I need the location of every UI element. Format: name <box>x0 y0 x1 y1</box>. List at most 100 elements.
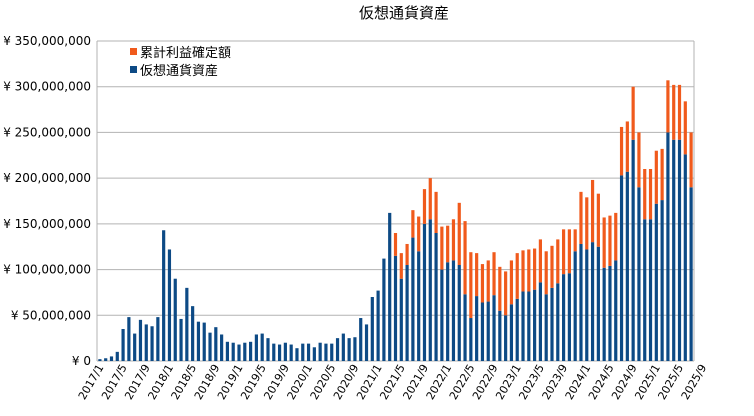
bar-segment <box>191 306 195 361</box>
bar-segment <box>579 191 583 244</box>
bar-segment <box>643 219 647 361</box>
bar-segment <box>504 271 508 316</box>
bar-segment <box>677 139 682 361</box>
bar-segment <box>509 304 514 361</box>
bar-segment <box>619 175 624 361</box>
bar-segment <box>295 348 299 361</box>
bar-segment <box>585 197 589 250</box>
y-tick-label: ¥ 300,000,000 <box>3 80 91 94</box>
bar-segment <box>451 260 456 361</box>
bar-segment <box>457 202 461 265</box>
bar-segment <box>561 229 566 275</box>
bar-segment <box>301 343 305 361</box>
bar-segment <box>202 322 206 361</box>
y-axis-ticks: ¥ 0 ¥ 50,000,000 ¥ 100,000,000 ¥ 150,000,00… <box>3 34 91 368</box>
bar-segment <box>347 338 351 361</box>
bar-segment <box>434 191 438 233</box>
bar-segment <box>672 84 676 140</box>
bar-segment <box>451 219 456 261</box>
bar-segment <box>399 278 403 361</box>
bar-segment <box>283 342 287 361</box>
bar-segment <box>480 302 485 361</box>
bar-segment <box>567 273 571 361</box>
bar-segment <box>121 329 125 361</box>
bar-segment <box>590 179 595 243</box>
bar-segment <box>254 334 258 361</box>
bar-segment <box>324 343 328 361</box>
bar-segment <box>399 253 403 279</box>
bar-segment <box>538 282 542 361</box>
bar-segment <box>370 297 374 361</box>
bar-segment <box>318 342 322 361</box>
bar-segment <box>475 296 479 361</box>
bar-segment <box>138 319 143 361</box>
bar-segment <box>556 283 560 361</box>
bar-segment <box>614 212 618 261</box>
bar-segment <box>364 324 369 361</box>
bar-segment <box>573 229 577 252</box>
bar-segment <box>637 187 641 361</box>
bar-segment <box>231 342 235 361</box>
bar-segment <box>446 262 450 361</box>
bar-segment <box>666 80 670 133</box>
y-tick-label: ¥ 0 <box>72 354 91 368</box>
bar-segment <box>596 246 600 361</box>
bar-segment <box>486 301 490 361</box>
bar-segment <box>608 215 612 266</box>
bar-segment <box>405 265 409 361</box>
bar-segment <box>602 267 606 361</box>
bar-segment <box>504 315 508 361</box>
bar-segment <box>144 324 148 361</box>
bar-segment <box>625 121 629 172</box>
bar-segment <box>608 265 612 361</box>
bar-segment <box>561 274 566 361</box>
bar-segment <box>480 264 485 303</box>
bar-segment <box>579 243 583 361</box>
bar-segment <box>306 343 311 361</box>
bar-segment <box>660 148 664 201</box>
bar-segment <box>614 260 618 361</box>
bar-segment <box>411 210 415 238</box>
bar-segment <box>492 295 496 361</box>
bar-segment <box>104 358 108 361</box>
bar-segment <box>672 139 676 361</box>
bar-segment <box>475 253 479 297</box>
bar-segment <box>173 278 177 361</box>
bar-segment <box>550 245 554 288</box>
bar-segment <box>567 229 571 274</box>
bar-segment <box>602 217 606 268</box>
bar-segment <box>469 252 473 319</box>
bar-segment <box>382 258 386 361</box>
bar-segment <box>683 101 687 155</box>
legend-label-profit: 累計利益確定額 <box>140 45 231 61</box>
bar-segment <box>446 225 450 263</box>
bar-segment <box>509 260 514 305</box>
bar-segment <box>359 318 363 361</box>
bar-segment <box>115 351 119 361</box>
bar-segment <box>277 344 282 361</box>
bar-segment <box>689 132 693 188</box>
bar-segment <box>515 253 519 299</box>
legend: 累計利益確定額 仮想通貨資産 <box>130 45 231 79</box>
bar-segment <box>469 318 473 361</box>
bar-segment <box>393 233 398 256</box>
bar-segment <box>440 269 444 361</box>
bar-segment <box>330 343 334 361</box>
bar-segment <box>422 189 427 224</box>
gridlines <box>96 40 695 362</box>
bar-segment <box>666 132 670 361</box>
bar-segment <box>98 359 102 361</box>
bar-segment <box>533 248 537 290</box>
bar-segment <box>237 344 241 361</box>
bar-segment <box>243 342 247 361</box>
bar-segment <box>556 239 560 284</box>
bar-segment <box>498 266 502 311</box>
bar-segment <box>417 216 421 252</box>
bar-segment <box>631 139 635 361</box>
bar-segment <box>683 154 687 361</box>
bar-segment <box>428 178 432 220</box>
bar-segment <box>179 318 183 361</box>
bar-segment <box>486 260 490 302</box>
bar-segment <box>527 249 531 292</box>
bar-segment <box>550 287 554 361</box>
